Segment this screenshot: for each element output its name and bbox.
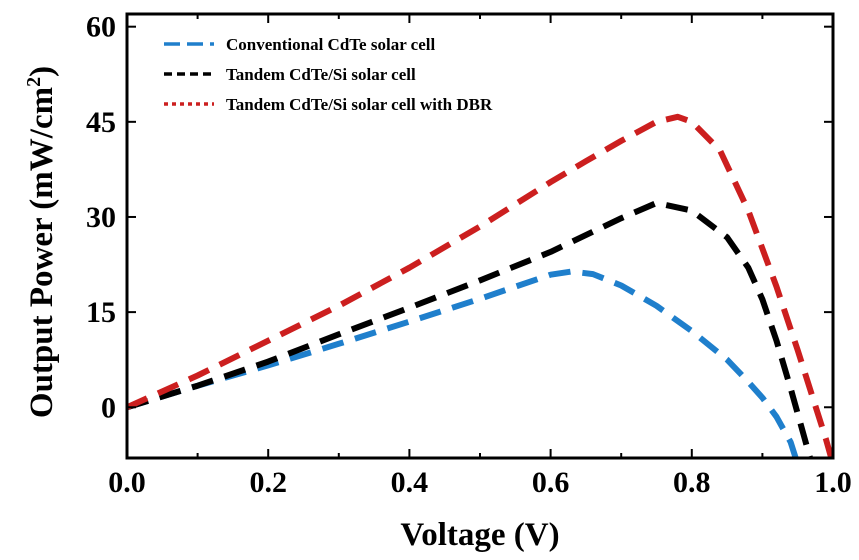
series-layer: [127, 113, 833, 458]
y-tick-label: 15: [86, 296, 116, 329]
series-line-2: [127, 200, 814, 458]
x-tick-label: 0.2: [249, 466, 287, 499]
x-tick-label: 0.4: [391, 466, 429, 499]
y-tick-label: 0: [101, 391, 116, 424]
y-tick-label: 60: [86, 11, 116, 44]
x-tick-label: 0.6: [532, 466, 570, 499]
x-tick-label: 0.8: [673, 466, 711, 499]
series-line-1: [127, 268, 799, 458]
y-axis-title-main: Output Power (mW/cm: [24, 87, 60, 418]
x-axis-title: Voltage (V): [400, 517, 559, 553]
legend-label: Tandem CdTe/Si solar cell with DBR: [226, 95, 493, 114]
legend-label: Conventional CdTe solar cell: [226, 35, 435, 54]
y-axis-title: Output Power (mW/cm2): [23, 66, 60, 418]
legend-label: Tandem CdTe/Si solar cell: [226, 65, 416, 84]
y-tick-label: 30: [86, 201, 116, 234]
tick-marks: [126, 14, 834, 458]
x-tick-label: 1.0: [814, 466, 852, 499]
y-tick-labels: 0 15 30 45 60: [86, 11, 116, 425]
legend: Conventional CdTe solar cell Tandem CdTe/…: [164, 35, 493, 114]
y-tick-label: 45: [86, 106, 116, 139]
x-tick-labels: 0.0 0.2 0.4 0.6 0.8 1.0: [108, 466, 852, 499]
y-axis-title-close: ): [24, 66, 60, 77]
series-line-3: [127, 113, 833, 458]
y-axis-title-superscript: 2: [23, 77, 45, 87]
x-tick-label: 0.0: [108, 466, 146, 499]
